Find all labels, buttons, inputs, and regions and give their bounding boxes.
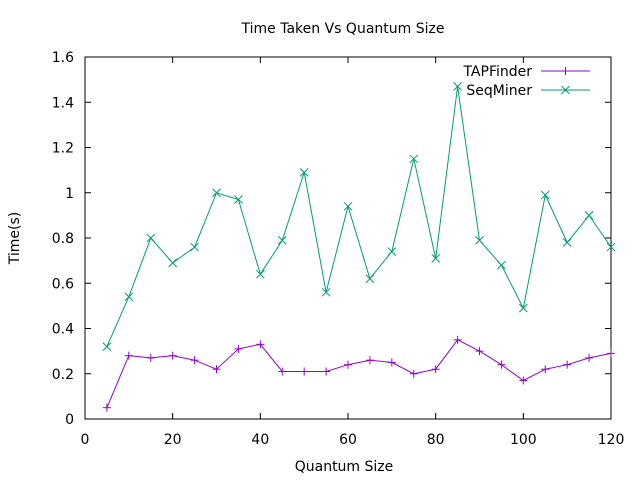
data-point bbox=[431, 254, 441, 263]
data-point bbox=[540, 190, 550, 200]
x-tick-label: 0 bbox=[81, 432, 90, 448]
y-tick-label: 1.2 bbox=[52, 141, 74, 157]
data-point bbox=[212, 188, 221, 198]
data-point bbox=[344, 360, 352, 369]
data-point bbox=[321, 287, 331, 297]
data-point bbox=[518, 303, 528, 313]
y-tick-label: 0.2 bbox=[52, 367, 74, 383]
y-axis: 0 0.2 0.4 0.6 0.8 1 1.2 1.4 1.6 bbox=[52, 50, 611, 428]
data-point bbox=[146, 353, 155, 362]
legend: TAPFinder SeqMiner bbox=[462, 64, 590, 99]
data-point bbox=[541, 365, 550, 374]
data-point bbox=[277, 235, 287, 245]
data-point bbox=[190, 242, 199, 252]
series-layer bbox=[102, 82, 616, 412]
series-tapfinder bbox=[102, 335, 615, 412]
data-point bbox=[497, 260, 506, 270]
data-point bbox=[497, 360, 506, 369]
data-point bbox=[300, 367, 309, 376]
data-point bbox=[299, 168, 309, 177]
chart-title: Time Taken Vs Quantum Size bbox=[241, 21, 445, 37]
x-tick-label: 120 bbox=[598, 432, 625, 448]
data-point bbox=[453, 335, 462, 344]
data-point bbox=[256, 340, 265, 349]
x-tick-label: 20 bbox=[164, 432, 182, 448]
y-tick-label: 1.6 bbox=[52, 50, 74, 66]
data-point bbox=[234, 195, 243, 204]
y-tick-label: 0.8 bbox=[52, 231, 74, 247]
legend-label: TAPFinder bbox=[462, 64, 532, 80]
data-point bbox=[519, 376, 528, 385]
data-point bbox=[168, 258, 178, 268]
series-seqminer bbox=[102, 82, 616, 351]
y-tick-label: 0.6 bbox=[52, 276, 74, 292]
data-point bbox=[322, 367, 331, 376]
data-point bbox=[453, 82, 462, 91]
y-tick-label: 1 bbox=[65, 186, 74, 202]
x-tick-label: 40 bbox=[251, 432, 269, 448]
data-point bbox=[563, 360, 572, 369]
data-point bbox=[146, 233, 156, 243]
data-point bbox=[387, 358, 396, 367]
data-point bbox=[365, 274, 375, 284]
data-point bbox=[607, 349, 615, 358]
data-point bbox=[212, 365, 221, 374]
data-point bbox=[124, 351, 133, 360]
legend-marker bbox=[561, 67, 570, 75]
x-tick-label: 60 bbox=[339, 432, 357, 448]
data-point bbox=[562, 238, 572, 247]
data-point bbox=[387, 247, 397, 256]
data-point bbox=[584, 211, 594, 220]
data-point bbox=[365, 356, 374, 365]
data-point bbox=[190, 356, 199, 365]
legend-label: SeqMiner bbox=[466, 83, 532, 99]
series-line bbox=[106, 86, 612, 347]
data-point bbox=[409, 154, 419, 164]
data-point bbox=[409, 369, 418, 378]
x-tick-label: 100 bbox=[510, 432, 537, 448]
y-tick-label: 0.4 bbox=[52, 322, 74, 338]
data-point bbox=[475, 235, 484, 245]
y-axis-title: Time(s) bbox=[7, 212, 23, 265]
series-line bbox=[106, 339, 612, 408]
data-point bbox=[102, 403, 111, 412]
x-axis: 0 20 40 60 80 100 120 bbox=[81, 57, 625, 448]
x-axis-title: Quantum Size bbox=[295, 459, 394, 475]
y-tick-label: 1.4 bbox=[52, 95, 74, 111]
data-point bbox=[475, 347, 484, 356]
data-point bbox=[585, 353, 594, 362]
data-point bbox=[343, 201, 353, 211]
data-point bbox=[168, 351, 177, 360]
data-point bbox=[124, 292, 134, 302]
data-point bbox=[102, 342, 112, 351]
legend-marker bbox=[561, 85, 570, 95]
data-point bbox=[234, 344, 243, 353]
data-point bbox=[278, 367, 287, 376]
data-point bbox=[431, 365, 440, 374]
y-tick-label: 0 bbox=[65, 412, 74, 428]
data-point bbox=[255, 269, 265, 279]
x-tick-label: 80 bbox=[427, 432, 445, 448]
data-point bbox=[606, 242, 616, 252]
